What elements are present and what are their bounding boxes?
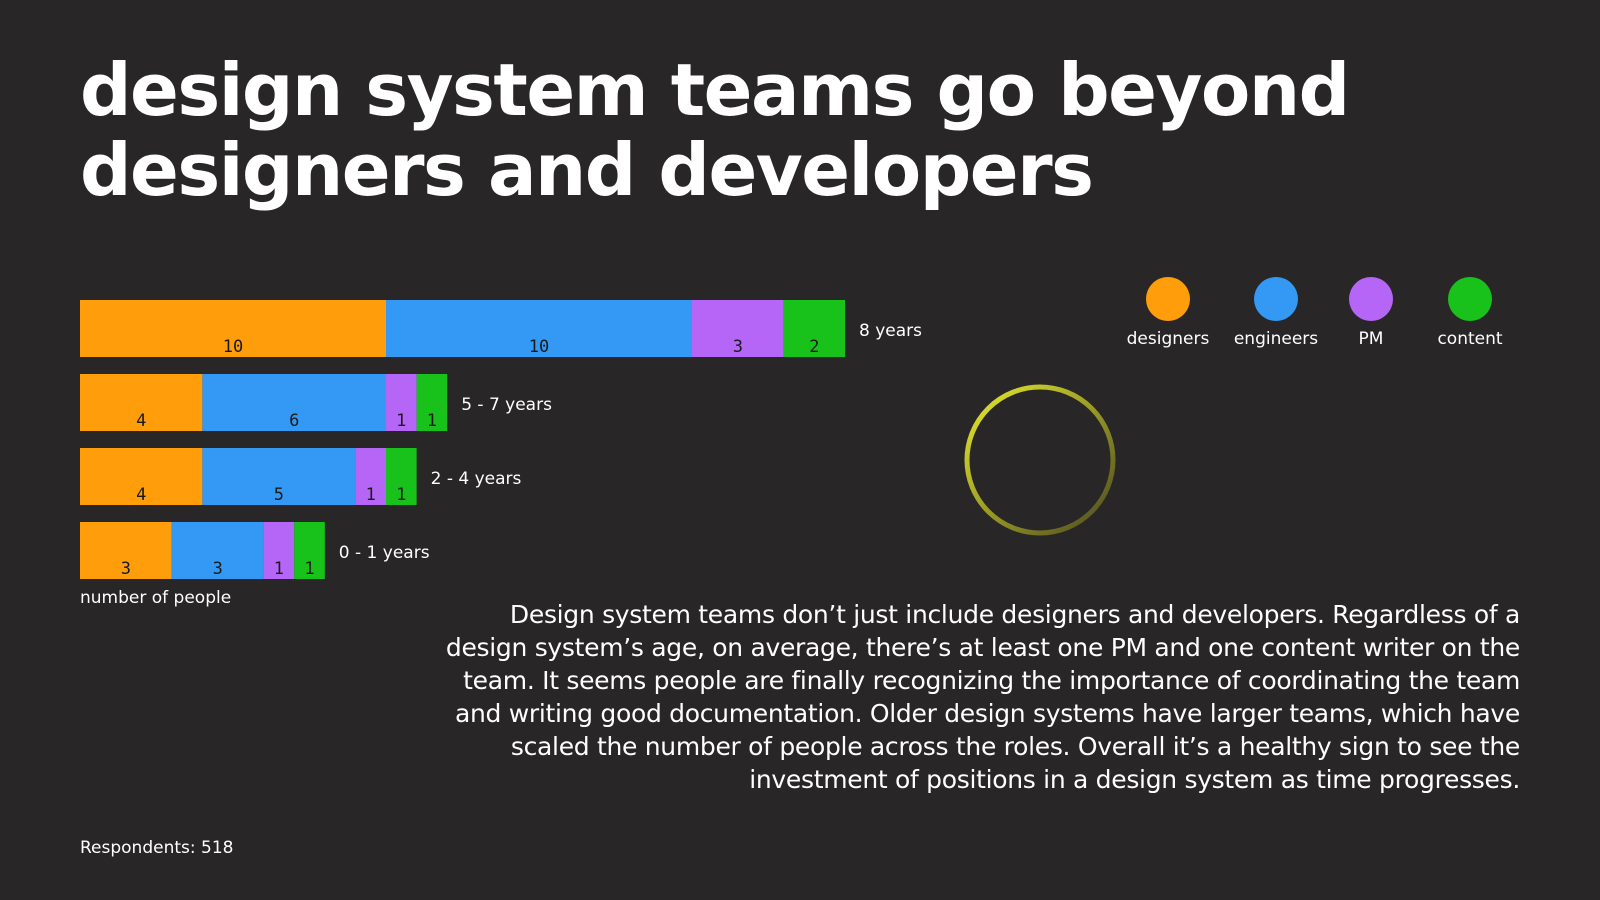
bar-pm-0-1-years bbox=[263, 522, 295, 579]
legend: designers engineers PM content bbox=[1127, 277, 1503, 349]
bar-engineers-2-4-years bbox=[202, 448, 356, 505]
bar-value-label: 3 bbox=[213, 559, 223, 579]
legend-swatch-pm bbox=[1349, 277, 1393, 321]
bar-value-label: 3 bbox=[733, 337, 743, 357]
loading-ring-icon bbox=[964, 384, 1116, 536]
bar-pm-8-years bbox=[692, 300, 784, 357]
bar-value-label: 2 bbox=[809, 337, 819, 357]
bar-designers-0-1-years bbox=[80, 522, 172, 579]
bar-pm-5-7-years bbox=[386, 374, 417, 431]
bar-designers-8-years bbox=[80, 300, 386, 357]
bar-engineers-5-7-years bbox=[202, 374, 386, 431]
bar-pm-2-4-years bbox=[355, 448, 386, 505]
category-label: 5 - 7 years bbox=[461, 395, 552, 415]
bar-value-label: 1 bbox=[396, 485, 406, 505]
page-title: design system teams go beyond designers … bbox=[80, 48, 1350, 212]
bar-value-label: 4 bbox=[136, 411, 146, 431]
bar-engineers-0-1-years bbox=[171, 522, 264, 579]
legend-swatch-content bbox=[1448, 277, 1492, 321]
bar-designers-5-7-years bbox=[80, 374, 203, 431]
legend-swatch-designers bbox=[1146, 277, 1190, 321]
legend-label-engineers: engineers bbox=[1234, 329, 1318, 349]
bar-value-label: 3 bbox=[121, 559, 131, 579]
bar-engineers-8-years bbox=[386, 300, 692, 357]
bar-content-8-years bbox=[783, 300, 845, 357]
legend-swatch-engineers bbox=[1254, 277, 1298, 321]
bar-content-5-7-years bbox=[416, 374, 448, 431]
bar-value-label: 5 bbox=[274, 485, 284, 505]
bar-content-0-1-years bbox=[294, 522, 325, 579]
category-label: 8 years bbox=[859, 321, 922, 341]
bar-value-label: 4 bbox=[136, 485, 146, 505]
bar-value-label: 10 bbox=[529, 337, 549, 357]
bar-value-label: 1 bbox=[274, 559, 284, 579]
bar-value-label: 1 bbox=[366, 485, 376, 505]
legend-label-designers: designers bbox=[1127, 329, 1210, 349]
bar-value-label: 10 bbox=[223, 337, 243, 357]
x-axis-label: number of people bbox=[80, 588, 232, 608]
bar-value-label: 1 bbox=[427, 411, 437, 431]
bar-value-label: 1 bbox=[304, 559, 314, 579]
bar-value-label: 1 bbox=[396, 411, 406, 431]
category-label: 0 - 1 years bbox=[339, 543, 430, 563]
category-label: 2 - 4 years bbox=[431, 469, 522, 489]
bar-content-2-4-years bbox=[386, 448, 417, 505]
description-paragraph: Design system teams don’t just include d… bbox=[445, 600, 1520, 794]
legend-label-pm: PM bbox=[1359, 329, 1384, 349]
respondents-count: Respondents: 518 bbox=[80, 838, 234, 858]
bar-designers-2-4-years bbox=[80, 448, 203, 505]
legend-label-content: content bbox=[1437, 329, 1502, 349]
bar-value-label: 6 bbox=[289, 411, 299, 431]
